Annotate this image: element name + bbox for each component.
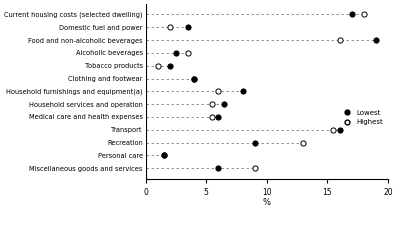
Point: [336, 128, 343, 132]
Point: [167, 25, 173, 29]
Point: [349, 13, 355, 16]
Point: [330, 128, 337, 132]
Point: [160, 154, 167, 157]
Point: [239, 89, 246, 93]
Point: [185, 25, 191, 29]
Point: [167, 64, 173, 67]
Point: [160, 154, 167, 157]
Point: [300, 141, 306, 144]
Point: [373, 38, 379, 42]
Point: [215, 115, 222, 119]
Point: [215, 89, 222, 93]
Point: [185, 51, 191, 55]
Point: [336, 38, 343, 42]
Point: [191, 77, 197, 80]
Point: [251, 141, 258, 144]
Point: [191, 77, 197, 80]
Point: [209, 102, 216, 106]
Point: [173, 51, 179, 55]
X-axis label: %: %: [263, 198, 271, 207]
Legend: Lowest, Highest: Lowest, Highest: [339, 108, 385, 127]
Point: [209, 115, 216, 119]
Point: [215, 166, 222, 170]
Point: [221, 102, 227, 106]
Point: [251, 166, 258, 170]
Point: [154, 64, 161, 67]
Point: [360, 13, 367, 16]
